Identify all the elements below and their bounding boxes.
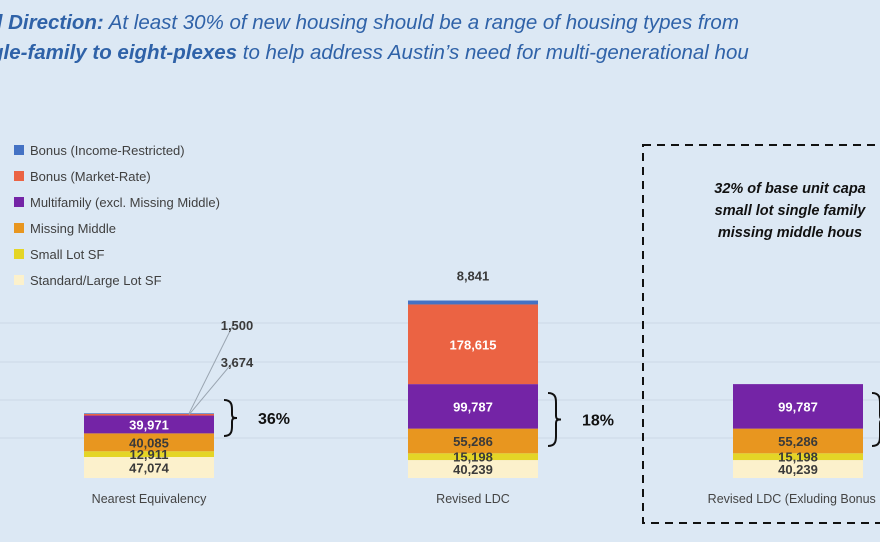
bracket-1	[547, 392, 562, 447]
x-label-1: Revised LDC	[436, 492, 510, 506]
value-label-missing-middle-1: 55,286	[453, 434, 493, 449]
value-label-standard-large-lot-sf-0: 47,074	[129, 461, 170, 476]
bar-bonus-market-rate-1	[408, 304, 538, 385]
legend-swatch-missing-middle	[14, 223, 24, 233]
value-label-standard-large-lot-sf-1: 40,239	[453, 462, 493, 477]
leader-line-bonus-market-rate	[188, 361, 234, 416]
title-bold: il Direction:	[0, 11, 104, 34]
value-label-bonus-market-rate-0: 3,674	[221, 355, 254, 370]
bar-bonus-market-rate-0	[84, 413, 214, 416]
value-label-multifamily-excl-missing-middle-0: 39,971	[129, 417, 169, 432]
x-label-2: Revised LDC (Exluding Bonus U	[708, 492, 880, 506]
bracket-0	[223, 399, 238, 437]
x-label-0: Nearest Equivalency	[92, 492, 207, 506]
bracket-label-1: 18%	[582, 413, 614, 430]
bar-small-lot-sf-1	[408, 453, 538, 461]
bar-standard-large-lot-sf-2	[733, 460, 863, 478]
bar-standard-large-lot-sf-0	[84, 457, 214, 478]
annotation-line-0: 32% of base unit capa	[714, 181, 866, 197]
bar-multifamily-excl-missing-middle-0	[84, 415, 214, 434]
bars	[84, 300, 863, 478]
legend-label-bonus-income-restricted: Bonus (Income-Restricted)	[30, 143, 185, 158]
title-line2: to help address Austin’s need for multi-…	[237, 41, 749, 64]
bar-bonus-income-restricted-0	[84, 413, 214, 414]
legend-swatch-multifamily-excl-missing-middle	[14, 197, 24, 207]
annotation-note: 32% of base unit capa small lot single fa…	[714, 181, 866, 241]
bracket-label-0: 36%	[258, 411, 290, 428]
bar-multifamily-excl-missing-middle-1	[408, 384, 538, 429]
legend: Bonus (Income-Restricted) Bonus (Market-R…	[14, 143, 220, 288]
value-label-bonus-market-rate-1: 178,615	[450, 337, 497, 352]
leader-line-bonus-income-restricted	[188, 324, 234, 414]
legend-swatch-bonus-income-restricted	[14, 145, 24, 155]
legend-label-small-lot-sf: Small Lot SF	[30, 247, 104, 262]
annotation-line-2: missing middle hous	[718, 225, 862, 241]
legend-label-multifamily-excl-missing-middle: Multifamily (excl. Missing Middle)	[30, 195, 220, 210]
legend-label-standard-large-lot-sf: Standard/Large Lot SF	[30, 273, 162, 288]
value-label-multifamily-excl-missing-middle-2: 99,787	[778, 399, 818, 414]
bar-multifamily-excl-missing-middle-2	[733, 384, 863, 429]
annotation-box	[642, 144, 880, 524]
value-label-multifamily-excl-missing-middle-1: 99,787	[453, 399, 493, 414]
value-label-small-lot-sf-2: 15,198	[778, 450, 818, 465]
value-label-small-lot-sf-1: 15,198	[453, 450, 493, 465]
bar-missing-middle-2	[733, 428, 863, 454]
value-label-bonus-income-restricted-1: 8,841	[457, 269, 490, 284]
bar-missing-middle-0	[84, 433, 214, 452]
legend-swatch-standard-large-lot-sf	[14, 275, 24, 285]
bar-small-lot-sf-0	[84, 451, 214, 458]
value-label-small-lot-sf-0: 12,911	[129, 447, 168, 462]
value-label-missing-middle-2: 55,286	[778, 434, 818, 449]
bar-bonus-income-restricted-1	[408, 300, 538, 305]
legend-label-missing-middle: Missing Middle	[30, 221, 116, 236]
title-line1: At least 30% of new housing should be a …	[103, 11, 739, 34]
legend-swatch-small-lot-sf	[14, 249, 24, 259]
title-line2-bold: gle-family to eight-plexes	[0, 41, 238, 64]
legend-label-bonus-market-rate: Bonus (Market-Rate)	[30, 169, 151, 184]
legend-swatch-bonus-market-rate	[14, 171, 24, 181]
bar-missing-middle-1	[408, 428, 538, 454]
annotation-line-1: small lot single family	[715, 203, 867, 219]
x-axis-labels: Nearest Equivalency Revised LDC Revised LD…	[92, 492, 880, 506]
bar-small-lot-sf-2	[733, 453, 863, 461]
bar-standard-large-lot-sf-1	[408, 460, 538, 478]
value-label-bonus-income-restricted-0: 1,500	[221, 318, 254, 333]
value-label-missing-middle-0: 40,085	[129, 435, 169, 450]
chart-title: il Direction: At least 30% of new housin…	[0, 8, 880, 68]
value-label-standard-large-lot-sf-2: 40,239	[778, 462, 818, 477]
